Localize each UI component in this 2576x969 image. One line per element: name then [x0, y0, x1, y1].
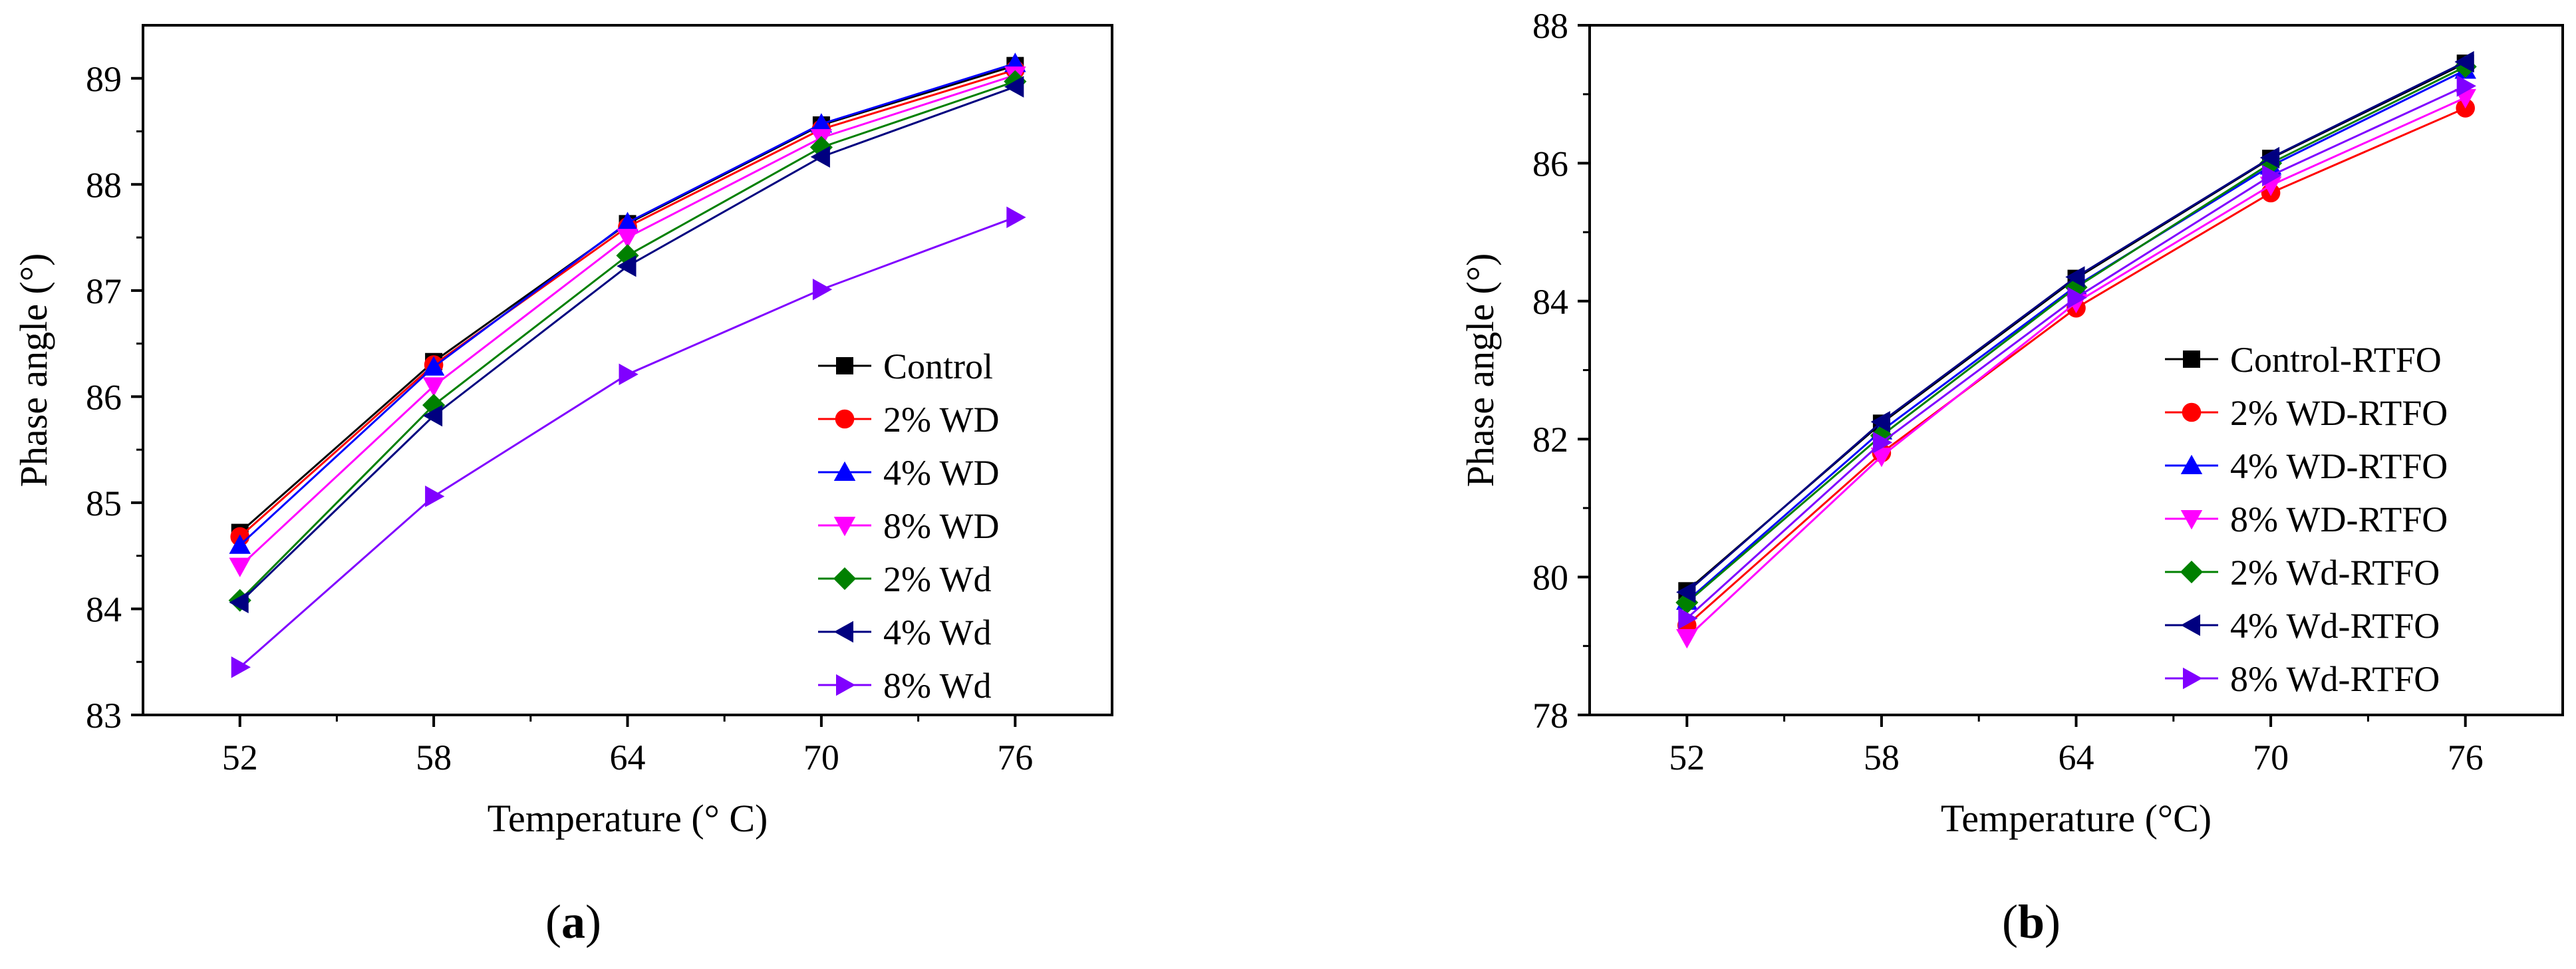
data-point-s5-p2 — [617, 255, 637, 277]
legend-label-4: 2% Wd-RTFO — [2230, 553, 2440, 593]
legend-marker-3 — [833, 517, 856, 537]
legend-label-0: Control — [883, 346, 993, 386]
legend-label-2: 4% WD — [883, 453, 999, 493]
data-point-s6-p1 — [1872, 432, 1893, 454]
data-point-s5-p3 — [2259, 146, 2280, 169]
y-tick-label: 83 — [86, 696, 122, 736]
chart-panel-b: 52 58 64 70 76 78 80 82 84 86 88 Temperature (°C) Ph… — [1459, 6, 2564, 840]
data-point-s5-p0 — [229, 591, 249, 614]
x-tick-label: 64 — [610, 738, 646, 777]
chart-panel-a: 52 58 64 70 76 83 84 85 86 87 88 89 Temperature (° C… — [12, 24, 1113, 840]
y-axis-title: Phase angle (°) — [1459, 253, 1502, 487]
data-point-s6-p1 — [425, 485, 445, 507]
legend-marker-0 — [836, 357, 853, 374]
legend-marker-5 — [833, 621, 853, 643]
data-point-s5-p1 — [1870, 411, 1890, 433]
legend-label-4: 2% Wd — [883, 559, 991, 599]
x-axis-title: Temperature (° C) — [488, 797, 768, 840]
legend-marker-1 — [835, 409, 855, 429]
data-point-s3-p1 — [422, 377, 445, 397]
x-tick-label: 52 — [1669, 738, 1705, 777]
series-line-6 — [239, 216, 1016, 668]
legend-label-3: 8% WD-RTFO — [2230, 499, 2448, 539]
legend-marker-5 — [2180, 614, 2200, 636]
x-tick-label: 70 — [2253, 738, 2289, 777]
y-tick-label: 80 — [1532, 558, 1568, 598]
data-point-s2-p0 — [229, 534, 251, 554]
caption-b-letter: b — [2017, 895, 2045, 948]
y-axis-title: Phase angle (°) — [12, 253, 55, 487]
x-tick-label: 58 — [416, 738, 452, 777]
data-point-s3-p0 — [229, 557, 251, 577]
legend-marker-6 — [2183, 667, 2203, 690]
data-point-s6-p2 — [619, 363, 639, 386]
legend-label-1: 2% WD-RTFO — [2230, 393, 2448, 433]
legend-label-6: 8% Wd-RTFO — [2230, 659, 2440, 699]
data-point-s6-p0 — [1678, 607, 1698, 630]
x-tick-label: 76 — [997, 738, 1033, 777]
caption-b: (b) — [2002, 895, 2061, 948]
data-point-s5-p2 — [2065, 266, 2085, 288]
data-point-s5-p4 — [1004, 76, 1024, 98]
y-tick-label: 86 — [86, 377, 122, 417]
x-tick-label: 64 — [2059, 738, 2094, 777]
data-point-s5-p4 — [2454, 51, 2474, 73]
legend-label-5: 4% Wd — [883, 613, 991, 652]
y-tick-label: 82 — [1532, 420, 1568, 460]
data-point-s6-p2 — [2067, 287, 2087, 309]
legend-marker-0 — [2183, 350, 2200, 368]
data-point-s6-p4 — [1006, 206, 1026, 229]
legend-label-3: 8% WD — [883, 506, 999, 546]
y-tick-label: 88 — [1532, 6, 1568, 46]
data-point-s3-p2 — [617, 229, 639, 249]
data-point-s5-p3 — [810, 146, 830, 168]
y-tick-label: 87 — [86, 271, 122, 311]
data-point-s6-p3 — [2262, 164, 2282, 187]
y-tick-label: 84 — [86, 589, 122, 629]
x-tick-label: 58 — [1864, 738, 1900, 777]
y-tick-label: 89 — [86, 59, 122, 99]
data-point-s5-p1 — [422, 404, 443, 427]
data-point-s2-p1 — [422, 356, 445, 376]
caption-a: (a) — [545, 895, 601, 948]
y-tick-label: 86 — [1532, 144, 1568, 184]
legend-marker-1 — [2182, 402, 2202, 422]
legend-label-2: 4% WD-RTFO — [2230, 446, 2448, 486]
legend-label-6: 8% Wd — [883, 666, 991, 706]
legend-marker-6 — [836, 674, 856, 696]
legend-marker-2 — [2180, 454, 2203, 474]
data-point-s3-p0 — [1676, 628, 1698, 649]
x-tick-label: 76 — [2448, 738, 2484, 777]
data-point-s6-p4 — [2456, 75, 2476, 97]
data-point-s2-p2 — [617, 211, 639, 231]
legend-label-1: 2% WD — [883, 400, 999, 440]
y-tick-label: 85 — [86, 484, 122, 523]
data-point-s2-p3 — [810, 113, 833, 133]
legend-marker-4 — [2180, 560, 2204, 584]
data-point-s3-p1 — [1870, 448, 1893, 468]
x-tick-label: 52 — [222, 738, 258, 777]
data-point-s6-p3 — [812, 279, 833, 301]
data-point-s5-p0 — [1676, 581, 1696, 603]
data-point-s6-p0 — [231, 656, 251, 678]
legend-label-5: 4% Wd-RTFO — [2230, 606, 2440, 646]
y-tick-label: 84 — [1532, 282, 1568, 322]
x-axis-title: Temperature (°C) — [1941, 797, 2212, 840]
legend-label-0: Control-RTFO — [2230, 340, 2442, 380]
y-tick-label: 78 — [1532, 696, 1568, 736]
legend-marker-3 — [2180, 510, 2203, 530]
legend-marker-2 — [833, 461, 856, 481]
legend-marker-4 — [833, 567, 857, 591]
y-tick-label: 88 — [86, 165, 122, 205]
caption-a-letter: a — [561, 895, 585, 948]
x-tick-label: 70 — [803, 738, 839, 777]
